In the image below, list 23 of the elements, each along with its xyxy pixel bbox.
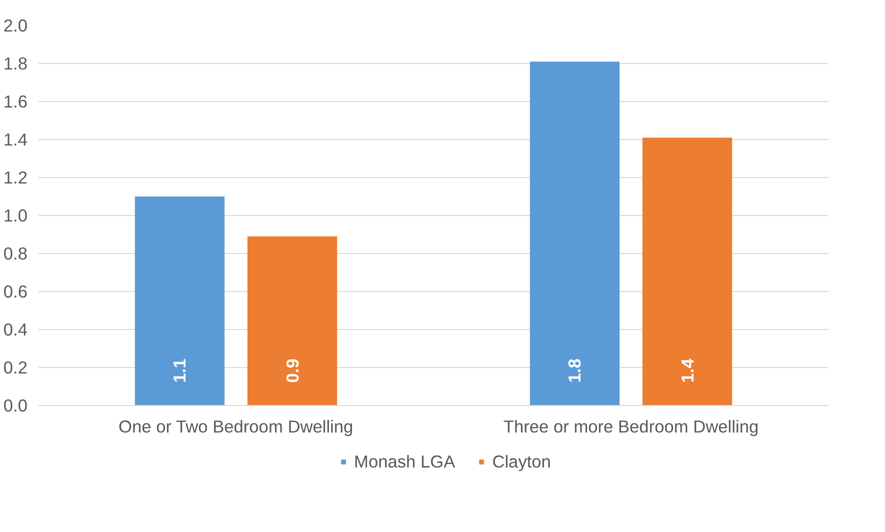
y-tick-label: 0.6 — [3, 282, 28, 302]
bar — [642, 138, 732, 406]
y-tick-label: 0.2 — [3, 358, 28, 378]
y-tick-label: 2.0 — [3, 16, 28, 36]
data-label: 1.1 — [170, 358, 190, 383]
y-tick-label: 0.0 — [3, 396, 28, 416]
x-tick-label: One or Two Bedroom Dwelling — [118, 416, 354, 436]
x-tick-label: Three or more Bedroom Dwelling — [503, 416, 759, 436]
bar — [247, 236, 338, 406]
y-tick-label: 0.4 — [3, 320, 28, 340]
y-tick-label: 1.6 — [3, 92, 28, 112]
y-tick-label: 1.2 — [3, 168, 28, 188]
bar — [134, 196, 225, 406]
y-tick-label: 1.8 — [3, 54, 28, 74]
data-label: 1.4 — [677, 358, 698, 383]
y-tick-label: 0.8 — [3, 244, 28, 264]
bar — [530, 62, 620, 406]
legend-label: Clayton — [492, 451, 551, 472]
data-label: 0.9 — [282, 358, 302, 383]
y-tick-label: 1.0 — [3, 206, 28, 226]
legend-label: Monash LGA — [354, 451, 456, 472]
data-label: 1.8 — [564, 358, 585, 383]
y-tick-label: 1.4 — [3, 130, 28, 150]
